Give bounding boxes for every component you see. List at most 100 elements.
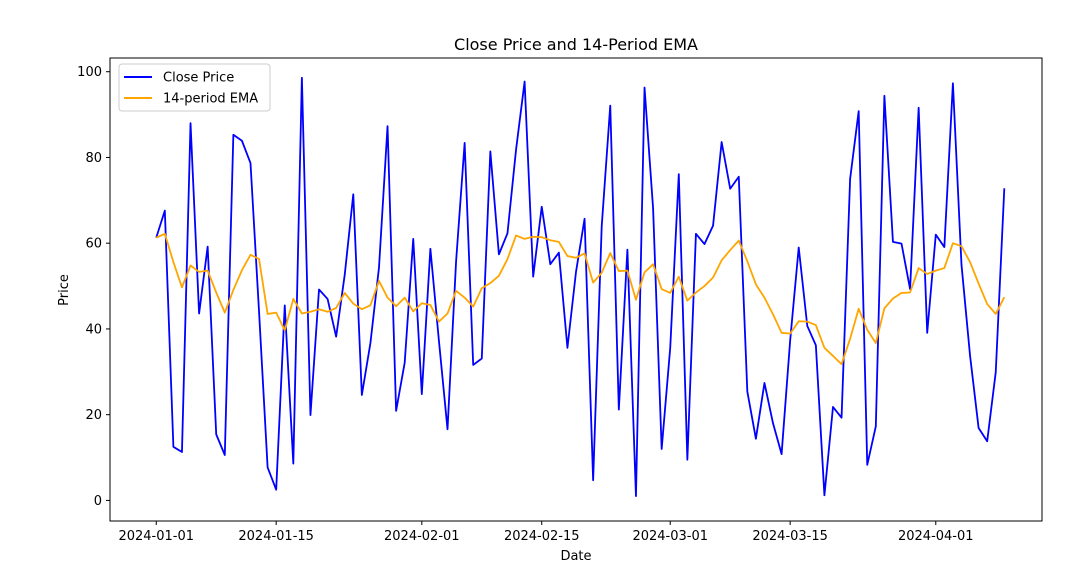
data-point-close-price bbox=[404, 362, 405, 363]
data-point-14-period-ema bbox=[944, 267, 945, 268]
data-point-close-price bbox=[901, 243, 902, 244]
data-point-close-price bbox=[704, 243, 705, 244]
data-point-14-period-ema bbox=[909, 292, 910, 293]
data-point-close-price bbox=[969, 355, 970, 356]
data-point-14-period-ema bbox=[336, 307, 337, 308]
data-point-close-price bbox=[241, 140, 242, 141]
data-point-close-price bbox=[584, 218, 585, 219]
data-point-close-price bbox=[927, 332, 928, 333]
data-point-close-price bbox=[190, 123, 191, 124]
data-point-14-period-ema bbox=[593, 282, 594, 283]
data-point-14-period-ema bbox=[927, 273, 928, 274]
data-point-close-price bbox=[250, 162, 251, 163]
data-point-close-price bbox=[644, 87, 645, 88]
x-axis: 2024-01-01 2024-01-15 2024-02-01 2024-02-15… bbox=[118, 521, 974, 544]
data-point-close-price bbox=[464, 142, 465, 143]
data-point-close-price bbox=[344, 274, 345, 275]
data-point-close-price bbox=[892, 241, 893, 242]
data-point-14-period-ema bbox=[610, 252, 611, 253]
data-point-close-price bbox=[276, 489, 277, 490]
y-tick-label: 100 bbox=[77, 65, 102, 80]
data-point-close-price bbox=[198, 313, 199, 314]
data-point-close-price bbox=[884, 95, 885, 96]
data-point-14-period-ema bbox=[353, 303, 354, 304]
y-axis: 0 20 40 60 80 100 bbox=[77, 65, 110, 509]
data-point-close-price bbox=[558, 252, 559, 253]
data-point-close-price bbox=[918, 107, 919, 108]
data-point-close-price bbox=[370, 342, 371, 343]
data-point-14-period-ema bbox=[952, 243, 953, 244]
data-point-14-period-ema bbox=[550, 240, 551, 241]
data-point-14-period-ema bbox=[541, 237, 542, 238]
data-point-close-price bbox=[515, 149, 516, 150]
data-point-close-price bbox=[490, 151, 491, 152]
data-point-14-period-ema bbox=[807, 321, 808, 322]
data-point-close-price bbox=[875, 426, 876, 427]
data-point-14-period-ema bbox=[224, 312, 225, 313]
data-point-close-price bbox=[541, 206, 542, 207]
data-point-14-period-ema bbox=[738, 240, 739, 241]
y-tick-label: 80 bbox=[85, 151, 102, 166]
data-point-close-price bbox=[207, 246, 208, 247]
data-point-14-period-ema bbox=[327, 311, 328, 312]
data-point-14-period-ema bbox=[892, 298, 893, 299]
data-point-14-period-ema bbox=[207, 270, 208, 271]
data-point-close-price bbox=[233, 134, 234, 135]
data-point-14-period-ema bbox=[755, 284, 756, 285]
data-point-14-period-ema bbox=[670, 292, 671, 293]
data-point-14-period-ema bbox=[618, 270, 619, 271]
data-point-14-period-ema bbox=[961, 246, 962, 247]
data-point-close-price bbox=[755, 438, 756, 439]
data-point-close-price bbox=[447, 429, 448, 430]
data-point-14-period-ema bbox=[627, 270, 628, 271]
data-point-close-price bbox=[224, 454, 225, 455]
data-point-14-period-ema bbox=[875, 342, 876, 343]
data-point-14-period-ema bbox=[721, 260, 722, 261]
data-point-close-price bbox=[661, 448, 662, 449]
data-point-14-period-ema bbox=[575, 257, 576, 258]
data-point-close-price bbox=[807, 325, 808, 326]
data-point-14-period-ema bbox=[704, 285, 705, 286]
data-point-14-period-ema bbox=[507, 258, 508, 259]
data-point-close-price bbox=[421, 394, 422, 395]
data-point-14-period-ema bbox=[712, 277, 713, 278]
data-point-14-period-ema bbox=[455, 290, 456, 291]
x-tick-label: 2024-04-01 bbox=[898, 529, 974, 544]
data-point-14-period-ema bbox=[413, 311, 414, 312]
data-point-14-period-ema bbox=[498, 275, 499, 276]
data-point-14-period-ema bbox=[832, 355, 833, 356]
series-line-14-period-ema bbox=[155, 232, 1006, 365]
data-point-14-period-ema bbox=[858, 308, 859, 309]
plot-area-frame bbox=[109, 57, 1043, 522]
data-point-14-period-ema bbox=[190, 265, 191, 266]
data-point-14-period-ema bbox=[233, 289, 234, 290]
data-point-close-price bbox=[318, 289, 319, 290]
data-point-14-period-ema bbox=[687, 300, 688, 301]
data-point-14-period-ema bbox=[918, 267, 919, 268]
data-point-close-price bbox=[336, 336, 337, 337]
data-point-close-price bbox=[164, 210, 165, 211]
data-point-close-price bbox=[738, 176, 739, 177]
data-point-close-price bbox=[995, 372, 996, 373]
data-point-close-price bbox=[550, 264, 551, 265]
data-point-14-period-ema bbox=[635, 299, 636, 300]
data-point-close-price bbox=[216, 434, 217, 435]
data-point-14-period-ema bbox=[464, 297, 465, 298]
legend-box bbox=[118, 63, 271, 112]
x-tick-label: 2024-01-01 bbox=[118, 529, 194, 544]
data-point-close-price bbox=[653, 208, 654, 209]
data-point-close-price bbox=[678, 174, 679, 175]
data-point-close-price bbox=[430, 248, 431, 249]
x-tick-label: 2024-03-01 bbox=[632, 529, 708, 544]
data-point-14-period-ema bbox=[164, 233, 165, 234]
data-point-close-price bbox=[867, 464, 868, 465]
data-point-close-price bbox=[293, 463, 294, 464]
data-point-close-price bbox=[413, 238, 414, 239]
data-point-14-period-ema bbox=[764, 297, 765, 298]
x-tick-label: 2024-01-15 bbox=[238, 529, 314, 544]
data-point-14-period-ema bbox=[301, 313, 302, 314]
legend-label: Close Price bbox=[163, 71, 234, 86]
data-point-14-period-ema bbox=[978, 283, 979, 284]
data-point-14-period-ema bbox=[241, 270, 242, 271]
data-point-14-period-ema bbox=[867, 329, 868, 330]
